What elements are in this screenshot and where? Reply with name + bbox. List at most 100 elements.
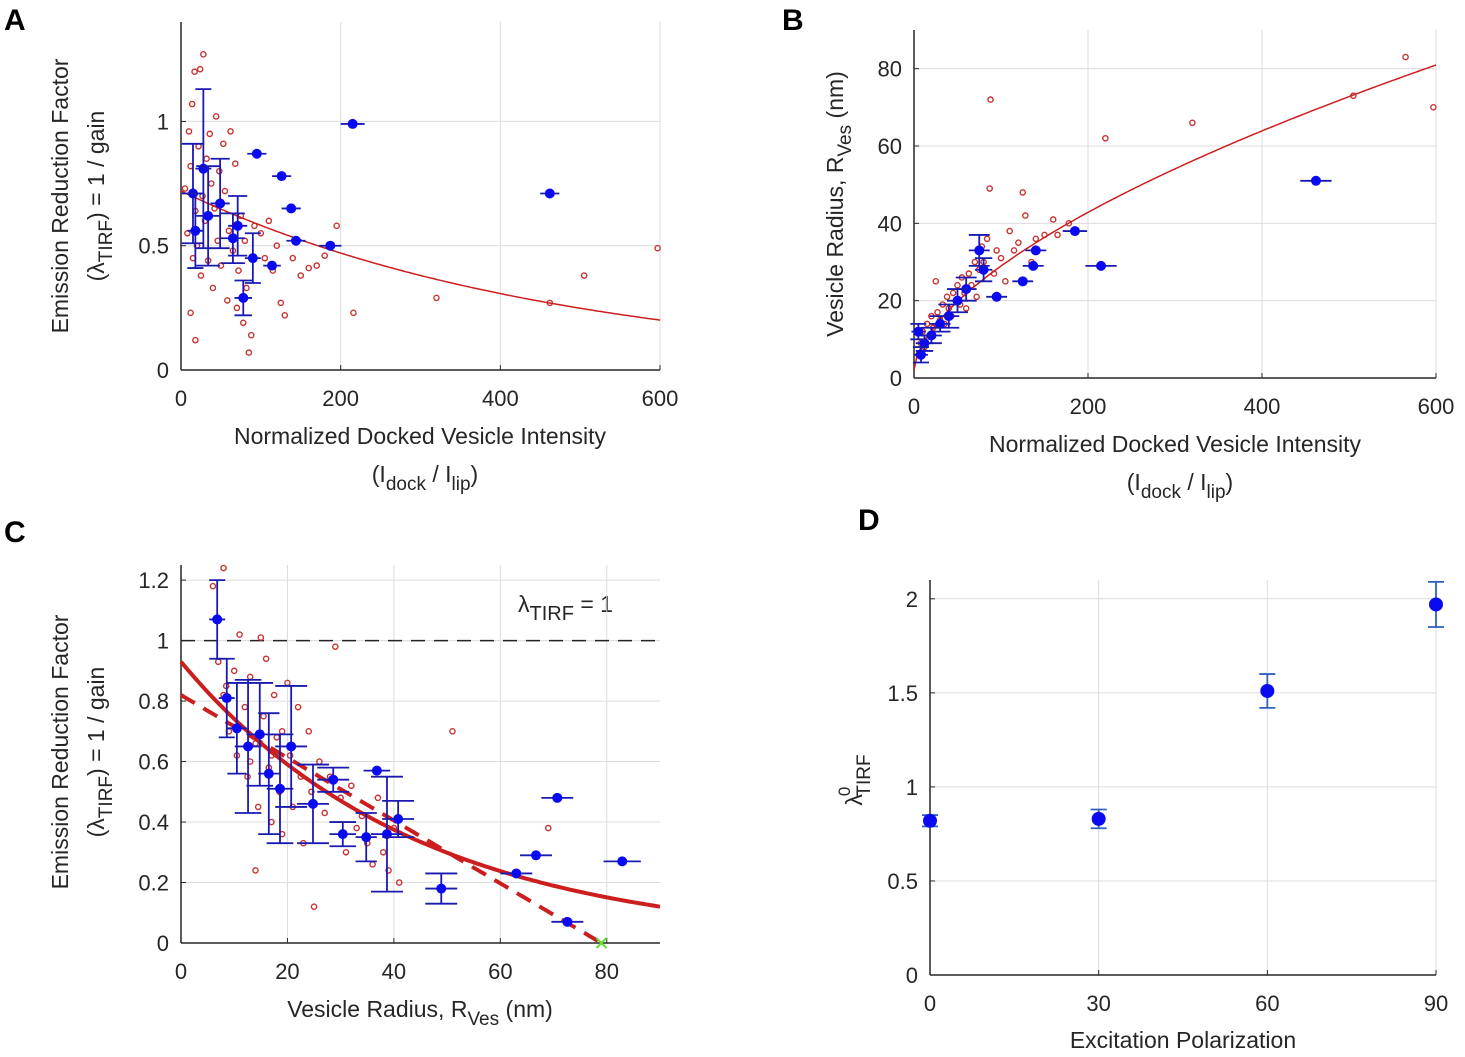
y-tick-label: 20 — [878, 289, 902, 314]
scatter-point — [212, 113, 220, 120]
scatter-point — [433, 294, 440, 302]
mean-point — [952, 295, 963, 306]
mean-point — [1429, 597, 1443, 612]
scatter-point — [385, 867, 392, 874]
scatter-point — [257, 634, 265, 641]
mean-point — [361, 832, 372, 843]
c-ylabel-2: (λTIRF) = 1 / gain — [83, 667, 117, 838]
data-point — [1025, 245, 1047, 256]
scatter-point — [310, 903, 318, 911]
x-tick-label: 20 — [275, 959, 299, 984]
panel-a: 0 200 400 600 0 0.5 1 — [138, 22, 678, 411]
mean-point — [198, 163, 209, 174]
y-tick-label: 0 — [157, 358, 169, 383]
x-tick-label: 0 — [908, 394, 920, 419]
y-tick-label: 1 — [906, 775, 918, 800]
x-tick-label: 80 — [595, 959, 619, 984]
scatter-point — [348, 782, 355, 790]
y-tick-label: 40 — [878, 211, 902, 236]
scatter-point — [185, 128, 193, 135]
scatter-point — [305, 264, 313, 272]
data-point — [317, 766, 350, 793]
x-tick-label: 30 — [1086, 991, 1110, 1016]
scatter-point — [289, 254, 297, 262]
scatter-point — [281, 312, 289, 319]
data-point — [297, 763, 329, 845]
data-point — [340, 118, 365, 129]
scatter-point — [181, 185, 189, 192]
data-point — [234, 279, 253, 317]
scatter-point — [1065, 220, 1073, 227]
mean-point — [1091, 811, 1106, 826]
mean-point — [254, 729, 265, 740]
data-point — [263, 260, 281, 271]
scatter-point — [227, 128, 234, 135]
d-xlabel: Excitation Polarization — [1070, 1027, 1296, 1053]
mean-point — [436, 883, 447, 894]
scatter-point — [203, 155, 210, 163]
scatter-point — [993, 247, 1000, 254]
data-point — [187, 192, 204, 269]
data-point — [209, 579, 226, 660]
scatter-point — [265, 217, 273, 225]
scatter-point — [220, 140, 227, 148]
scatter-point — [192, 336, 199, 344]
scatter-point — [1019, 189, 1027, 196]
scatter-point — [252, 867, 259, 874]
mean-point — [231, 723, 242, 734]
scatter-point — [261, 254, 269, 262]
mean-point — [1096, 260, 1107, 271]
scatter-point — [254, 803, 262, 811]
data-point — [275, 685, 308, 808]
data-point — [247, 148, 267, 159]
data-point — [986, 291, 1008, 302]
mean-point — [923, 813, 937, 828]
mean-point — [919, 338, 930, 349]
scatter-point — [294, 703, 302, 711]
mean-point — [915, 349, 926, 360]
data-point — [1022, 260, 1044, 271]
data-point — [329, 821, 357, 848]
c-ylabel: Emission Reduction Factor — [47, 614, 73, 889]
y-tick-label: 60 — [878, 134, 902, 159]
scatter-point — [224, 297, 231, 304]
d-ylabel: λ0TIRF — [835, 754, 875, 805]
scatter-point — [342, 848, 350, 856]
scatter-point — [1189, 119, 1196, 127]
data-point — [355, 812, 377, 863]
mean-point — [1030, 245, 1041, 256]
scatter-point — [1015, 239, 1022, 246]
scatter-point — [200, 51, 207, 58]
data-point — [1012, 276, 1034, 287]
data-point — [196, 165, 221, 267]
data-point — [363, 765, 391, 776]
scatter-point — [379, 848, 387, 856]
x-tick-label: 400 — [1244, 394, 1281, 419]
scatter-point — [1002, 278, 1009, 285]
scatter-point — [1430, 104, 1437, 111]
y-tick-label: 1 — [157, 109, 169, 134]
mean-point — [544, 188, 555, 199]
a-ylabel-2: (λTIRF) = 1 / gain — [83, 111, 117, 282]
panel-c: 0 20 40 60 80 0 0.2 0.4 0.6 0.8 1 1.2 — [138, 564, 661, 984]
scatter-point — [332, 643, 339, 650]
mean-point — [328, 774, 339, 785]
panel-label-c: C — [4, 516, 26, 549]
data-point — [234, 679, 262, 814]
data-point — [551, 916, 584, 927]
scatter-point — [220, 564, 227, 572]
scatter-point — [277, 299, 285, 307]
y-tick-label: 0 — [157, 931, 169, 956]
mean-point — [276, 171, 287, 182]
y-tick-label: 0.4 — [138, 810, 169, 835]
mean-point — [274, 783, 285, 794]
scatter-point — [973, 293, 980, 301]
a-xlabel-2: (Idock / Ilip) — [372, 461, 478, 495]
y-tick-label: 1.5 — [887, 681, 918, 706]
scatter-point — [943, 293, 951, 301]
scatter-point — [1102, 134, 1109, 142]
data-point — [266, 733, 294, 845]
mean-point — [1310, 175, 1321, 186]
scatter-point — [241, 703, 249, 711]
mean-point — [325, 240, 336, 251]
